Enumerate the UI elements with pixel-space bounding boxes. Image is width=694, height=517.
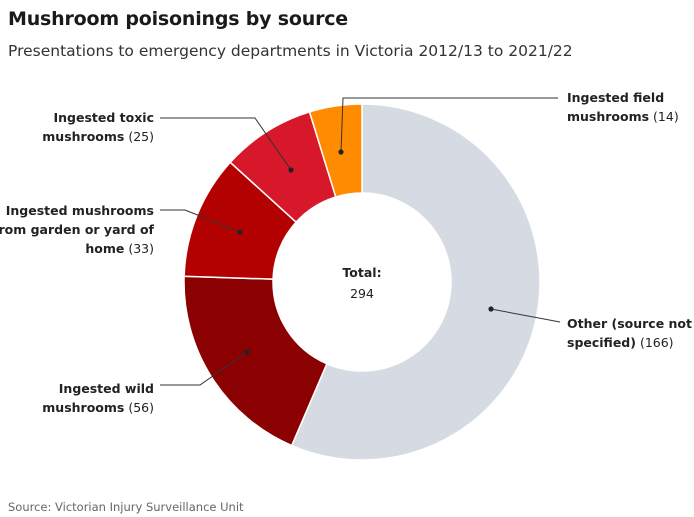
slice-label: Ingested toxic mushrooms (25) xyxy=(42,110,154,144)
slice-value: (14) xyxy=(649,109,679,124)
slice-other-source-not-specified[interactable] xyxy=(290,103,541,461)
leader-dot xyxy=(288,167,294,173)
chart-subtitle: Presentations to emergency departments i… xyxy=(8,42,573,60)
center-total-label: Total: xyxy=(342,265,381,280)
leader-line xyxy=(340,97,558,153)
leader-line xyxy=(160,351,248,386)
leader-line xyxy=(160,209,241,233)
slice-ingested-field-mushrooms[interactable] xyxy=(308,103,363,198)
slice-label: Ingested wild mushrooms (56) xyxy=(42,381,154,415)
chart-title: Mushroom poisonings by source xyxy=(8,8,348,30)
slice-label: Ingested field mushrooms (14) xyxy=(567,90,679,124)
slice-value: (33) xyxy=(124,241,154,256)
leader-dot xyxy=(338,149,344,155)
slice-label: Ingested mushrooms from garden or yard of… xyxy=(0,203,155,256)
slice-value: (25) xyxy=(124,129,154,144)
leader-line xyxy=(160,117,292,171)
leader-dot xyxy=(237,229,243,235)
source-note: Source: Victorian Injury Surveillance Un… xyxy=(8,500,244,514)
slice-ingested-wild-mushrooms[interactable] xyxy=(183,275,328,447)
slice-value: (56) xyxy=(124,400,154,415)
leader-dot xyxy=(244,349,250,355)
leader-line xyxy=(490,308,561,323)
slice-value: (166) xyxy=(636,335,674,350)
leader-dot xyxy=(488,306,494,312)
slice-label: Other (source not specified) (166) xyxy=(567,316,692,350)
center-total-value: 294 xyxy=(350,286,374,301)
